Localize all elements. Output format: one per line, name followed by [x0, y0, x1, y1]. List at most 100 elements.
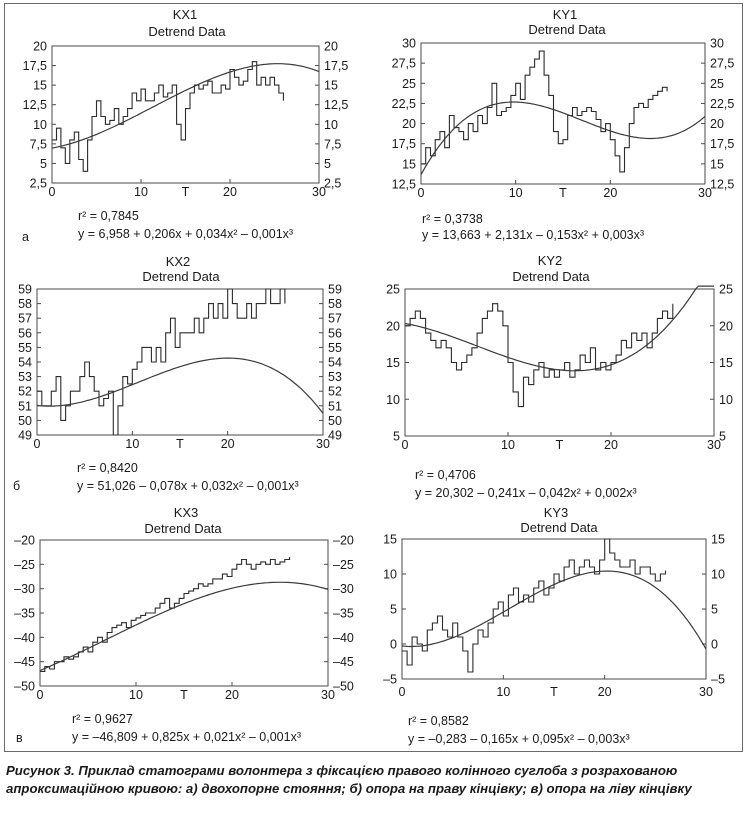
- y-tick-label-right: 5: [324, 157, 331, 171]
- x-tick-label: 10: [509, 186, 523, 200]
- y-tick-label-right: –30: [333, 582, 354, 596]
- y-tick-label-right: –40: [333, 631, 354, 645]
- data-series-2-1: [421, 50, 668, 173]
- data-series-5-1: [40, 557, 291, 672]
- y-tick-label-right: 57: [328, 312, 342, 326]
- y-tick-label-left: –20: [14, 534, 35, 548]
- y-tick-label-left: 17,5: [23, 59, 47, 73]
- y-tick-label-left: 22,5: [392, 97, 416, 111]
- y-tick-label-right: 59: [328, 283, 342, 297]
- chart-subtitle-6: Detrend Data: [520, 520, 598, 535]
- y-tick-label-left: 15: [383, 533, 397, 547]
- y-tick-label-left: 12,5: [392, 178, 416, 192]
- fit-curve-1: [51, 63, 320, 149]
- y-tick-label-right: 50: [328, 414, 342, 428]
- chart-title-2: KY1: [553, 7, 578, 22]
- x-axis-label: T: [176, 437, 184, 451]
- x-tick-label: 10: [496, 685, 510, 699]
- fit-curve-5: [39, 581, 329, 672]
- fit-curve-6: [401, 570, 707, 650]
- y-tick-label-right: –45: [333, 655, 354, 669]
- y-tick-label-right: –5: [711, 673, 725, 687]
- data-series-1-1: [52, 61, 284, 172]
- y-tick-label-right: 7,5: [324, 137, 341, 151]
- fit-curve-3: [36, 357, 324, 414]
- plot-area-6: [401, 538, 707, 680]
- y-tick-label-left: 59: [18, 283, 32, 297]
- chart-subtitle-2: Detrend Data: [528, 22, 606, 37]
- r-squared-label-3: r² = 0,8420: [77, 461, 138, 475]
- y-tick-label-right: 12,5: [710, 178, 734, 192]
- y-tick-label-right: 55: [328, 341, 342, 355]
- equation-label-2: y = 13,663 + 2,131x – 0,153x² + 0,003x³: [422, 228, 644, 242]
- y-tick-label-left: 10: [383, 568, 397, 582]
- x-tick-label: 30: [707, 438, 721, 452]
- y-tick-label-right: 20: [719, 319, 733, 333]
- y-tick-label-left: 20: [402, 117, 416, 131]
- plot-area-2: [420, 42, 706, 185]
- x-tick-label: 0: [418, 186, 425, 200]
- y-tick-label-right: 49: [328, 429, 342, 443]
- y-tick-label-left: 25: [402, 77, 416, 91]
- x-axis-label: T: [550, 685, 558, 699]
- y-tick-label-right: 5: [711, 603, 718, 617]
- y-tick-label-right: 15: [711, 533, 725, 547]
- y-tick-label-right: 17,5: [710, 137, 734, 151]
- chart-subtitle-4: Detrend Data: [512, 269, 590, 284]
- y-tick-label-left: 52: [18, 385, 32, 399]
- x-tick-label: 10: [134, 185, 148, 199]
- y-tick-label-right: 10: [324, 118, 338, 132]
- y-tick-label-left: 20: [386, 319, 400, 333]
- y-tick-label-right: 51: [328, 399, 342, 413]
- x-tick-label: 10: [129, 688, 143, 702]
- y-tick-label-right: 58: [328, 297, 342, 311]
- x-tick-label: 30: [321, 688, 335, 702]
- fit-curve-4: [404, 285, 714, 372]
- y-tick-label-right: 30: [710, 37, 724, 51]
- y-tick-label-left: 5: [40, 157, 47, 171]
- y-tick-label-right: 2,5: [324, 177, 341, 191]
- figure-caption: Рисунок 3. Приклад статограми волонтера …: [6, 763, 692, 796]
- equation-label-1: y = 6,958 + 0,206x + 0,034x² – 0,001x³: [78, 227, 293, 241]
- y-tick-label-right: 22,5: [710, 97, 734, 111]
- y-tick-label-left: –35: [14, 607, 35, 621]
- y-tick-label-right: 27,5: [710, 57, 734, 71]
- y-tick-label-left: 20: [33, 40, 47, 54]
- data-series-6-1: [402, 538, 667, 673]
- x-axis-label: T: [556, 438, 564, 452]
- chart-subtitle-5: Detrend Data: [144, 521, 222, 536]
- y-tick-label-right: 10: [719, 393, 733, 407]
- y-tick-label-left: 56: [18, 326, 32, 340]
- chart-title-4: KY2: [538, 253, 563, 268]
- chart-subtitle-3: Detrend Data: [142, 269, 220, 284]
- y-tick-label-left: 27,5: [392, 57, 416, 71]
- chart-title-5: KX3: [174, 505, 199, 520]
- equation-label-5: y = –46,809 + 0,825x + 0,021x² – 0,001x³: [72, 730, 301, 744]
- y-tick-label-left: –25: [14, 558, 35, 572]
- y-tick-label-right: 25: [719, 283, 733, 297]
- data-series-4-1: [405, 303, 674, 408]
- y-tick-label-left: 15: [402, 157, 416, 171]
- y-tick-label-right: 15: [710, 157, 724, 171]
- y-tick-label-right: 56: [328, 326, 342, 340]
- y-tick-label-left: 58: [18, 297, 32, 311]
- x-tick-label: 20: [225, 688, 239, 702]
- x-tick-label: 0: [34, 437, 41, 451]
- y-tick-label-left: –5: [383, 673, 397, 687]
- y-tick-label-left: 30: [402, 37, 416, 51]
- x-tick-label: 10: [501, 438, 515, 452]
- x-axis-label: T: [182, 185, 190, 199]
- y-tick-label-right: 20: [710, 117, 724, 131]
- chart-title-1: KX1: [173, 7, 198, 22]
- y-tick-label-left: 0: [390, 638, 397, 652]
- y-tick-label-left: 17,5: [392, 137, 416, 151]
- y-tick-label-right: 52: [328, 385, 342, 399]
- y-tick-label-right: 10: [711, 568, 725, 582]
- equation-label-3: y = 51,026 – 0,078x + 0,032x² – 0,001x³: [77, 479, 299, 493]
- y-tick-label-right: 5: [719, 430, 726, 444]
- y-tick-label-right: –35: [333, 607, 354, 621]
- r-squared-label-2: r² = 0,3738: [422, 212, 483, 226]
- x-axis-label: T: [559, 186, 567, 200]
- y-tick-label-left: 15: [33, 79, 47, 93]
